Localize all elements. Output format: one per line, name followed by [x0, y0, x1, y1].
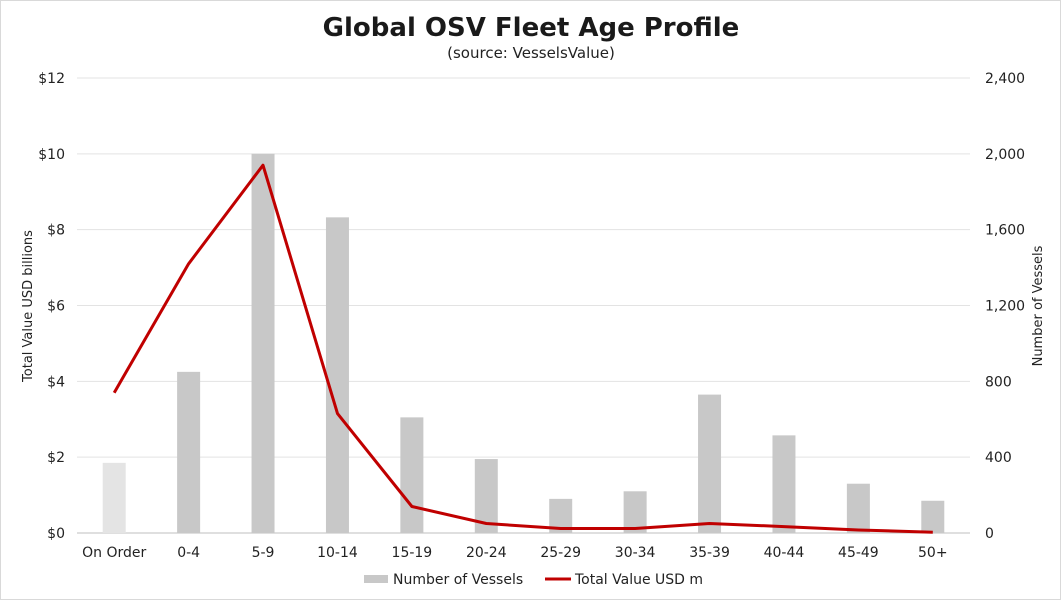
right-tick-label: 400	[985, 450, 1012, 466]
right-axis-title: Number of Vessels	[1031, 245, 1046, 366]
left-tick-label: $2	[47, 450, 65, 466]
x-tick-label: 10-14	[317, 545, 358, 561]
left-tick-label: $10	[38, 147, 65, 163]
left-axis-title: Total Value USD billions	[21, 230, 36, 383]
left-tick-label: $0	[47, 526, 65, 542]
x-axis-ticks: On Order 0-4 5-9 10-14 15-19 20-24 25-29 30-34 3…	[82, 545, 947, 561]
chart-title: Global OSV Fleet Age Profile	[323, 13, 740, 43]
legend-swatch-bars	[364, 575, 388, 583]
gridlines	[77, 77, 970, 534]
left-axis-ticks: $0 $2 $4 $6 $8 $10 $12	[38, 71, 65, 542]
left-tick-label: $4	[47, 374, 65, 390]
bar	[400, 417, 424, 533]
x-tick-label: 20-24	[466, 545, 507, 561]
bar	[102, 462, 126, 533]
right-tick-label: 1,200	[985, 299, 1025, 315]
bar	[698, 394, 722, 533]
bar	[623, 491, 647, 533]
right-tick-label: 0	[985, 526, 994, 542]
x-tick-label: 5-9	[252, 545, 275, 561]
bar	[251, 153, 275, 534]
bar	[549, 498, 573, 533]
bar-series	[102, 153, 945, 534]
legend-label-bars: Number of Vessels	[393, 572, 523, 588]
x-tick-label: On Order	[82, 545, 146, 561]
x-tick-label: 15-19	[392, 545, 433, 561]
left-tick-label: $8	[47, 223, 65, 239]
bar	[177, 371, 201, 533]
x-tick-label: 50+	[918, 545, 948, 561]
legend-label-line: Total Value USD m	[574, 572, 703, 588]
value-line	[112, 163, 933, 534]
legend: Number of Vessels Total Value USD m	[364, 572, 703, 588]
bar	[921, 500, 945, 533]
x-tick-label: 25-29	[540, 545, 581, 561]
chart-subtitle: (source: VesselsValue)	[447, 44, 615, 62]
left-tick-label: $6	[47, 299, 65, 315]
bar	[474, 459, 498, 533]
right-tick-label: 2,000	[985, 147, 1025, 163]
bar	[772, 435, 796, 533]
right-tick-label: 1,600	[985, 223, 1025, 239]
x-tick-label: 30-34	[615, 545, 656, 561]
x-tick-label: 40-44	[764, 545, 805, 561]
right-tick-label: 2,400	[985, 71, 1025, 87]
x-tick-label: 35-39	[689, 545, 730, 561]
right-axis-ticks: 0 400 800 1,200 1,600 2,000 2,400	[985, 71, 1025, 542]
bar	[325, 217, 349, 533]
x-tick-label: 45-49	[838, 545, 879, 561]
line-series	[112, 163, 933, 534]
bar	[846, 483, 870, 533]
right-tick-label: 800	[985, 374, 1012, 390]
x-tick-label: 0-4	[177, 545, 200, 561]
left-tick-label: $12	[38, 71, 65, 87]
